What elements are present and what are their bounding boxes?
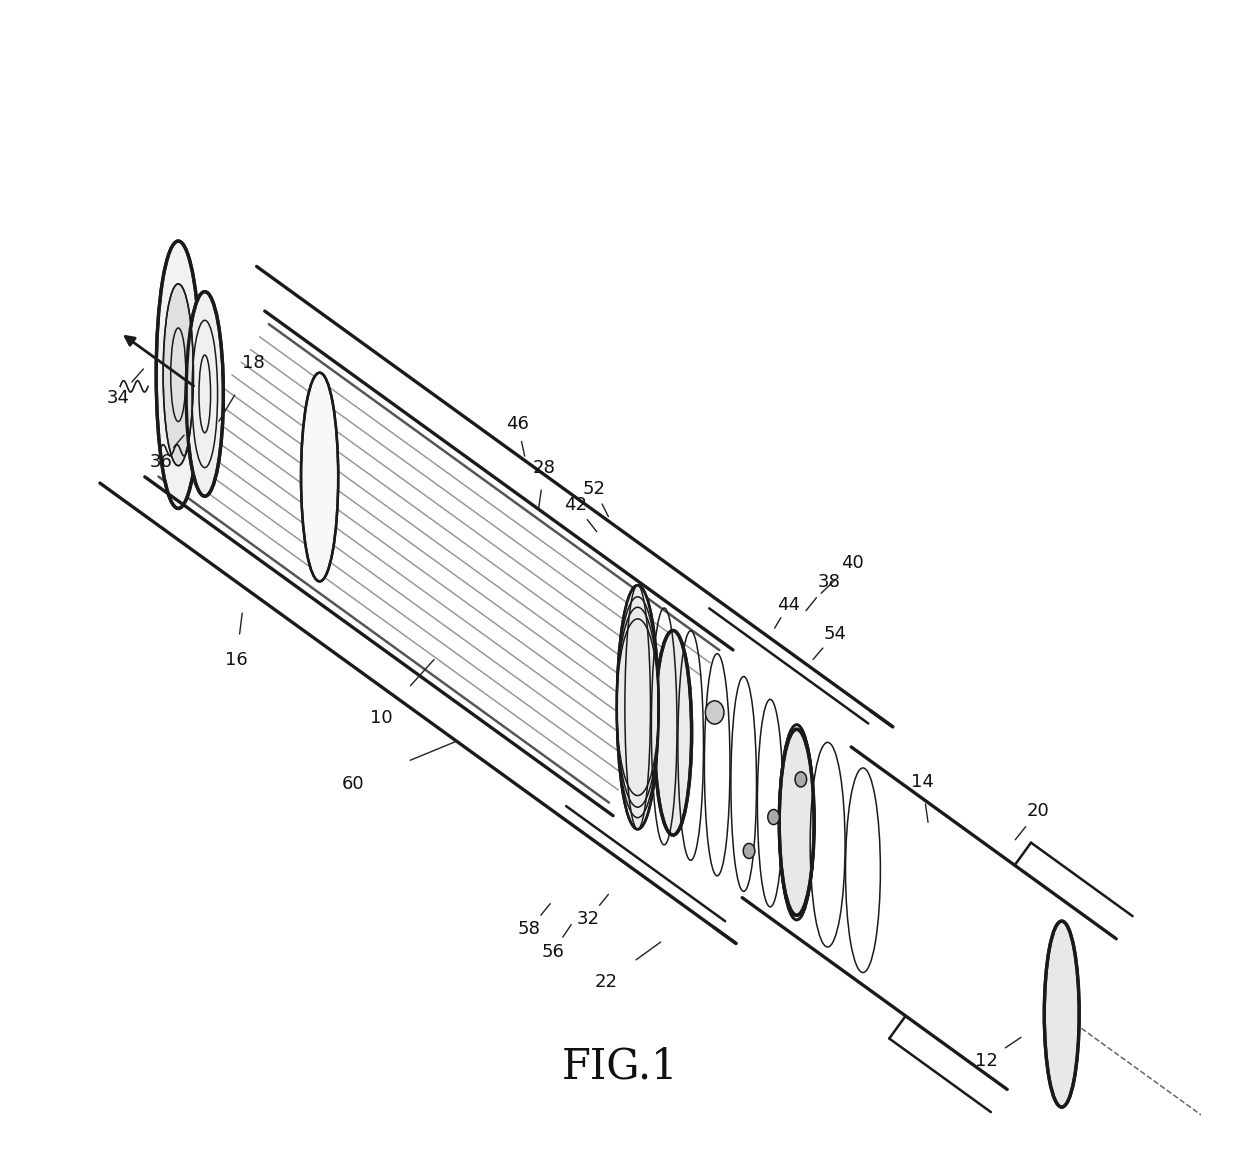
Text: 54: 54: [823, 625, 847, 644]
Text: 14: 14: [911, 772, 934, 791]
Text: 60: 60: [341, 774, 365, 793]
Ellipse shape: [706, 701, 724, 724]
Text: 52: 52: [583, 480, 606, 498]
Ellipse shape: [156, 241, 201, 508]
Ellipse shape: [301, 373, 339, 582]
Text: 34: 34: [107, 389, 129, 406]
Text: 56: 56: [541, 944, 564, 961]
Text: FIG.1: FIG.1: [562, 1045, 678, 1087]
Ellipse shape: [768, 809, 780, 825]
Text: 12: 12: [975, 1051, 998, 1070]
Text: 22: 22: [594, 973, 618, 990]
Ellipse shape: [779, 729, 815, 916]
Text: 18: 18: [243, 354, 265, 373]
Text: 42: 42: [564, 496, 588, 514]
Text: 58: 58: [518, 920, 541, 938]
Text: 20: 20: [1027, 801, 1050, 820]
Ellipse shape: [779, 724, 815, 920]
Text: 38: 38: [818, 572, 841, 591]
Ellipse shape: [743, 843, 755, 858]
Text: 28: 28: [533, 459, 556, 477]
Ellipse shape: [164, 284, 193, 466]
Text: 32: 32: [577, 910, 600, 927]
Ellipse shape: [1044, 922, 1079, 1107]
Ellipse shape: [655, 631, 692, 835]
Text: 44: 44: [777, 596, 800, 614]
Text: 40: 40: [841, 554, 864, 572]
Ellipse shape: [616, 585, 658, 829]
Text: 46: 46: [506, 415, 529, 432]
Ellipse shape: [795, 772, 807, 787]
Text: 36: 36: [149, 453, 172, 471]
Text: 10: 10: [371, 709, 393, 726]
Ellipse shape: [186, 292, 223, 496]
Text: 16: 16: [224, 651, 248, 668]
